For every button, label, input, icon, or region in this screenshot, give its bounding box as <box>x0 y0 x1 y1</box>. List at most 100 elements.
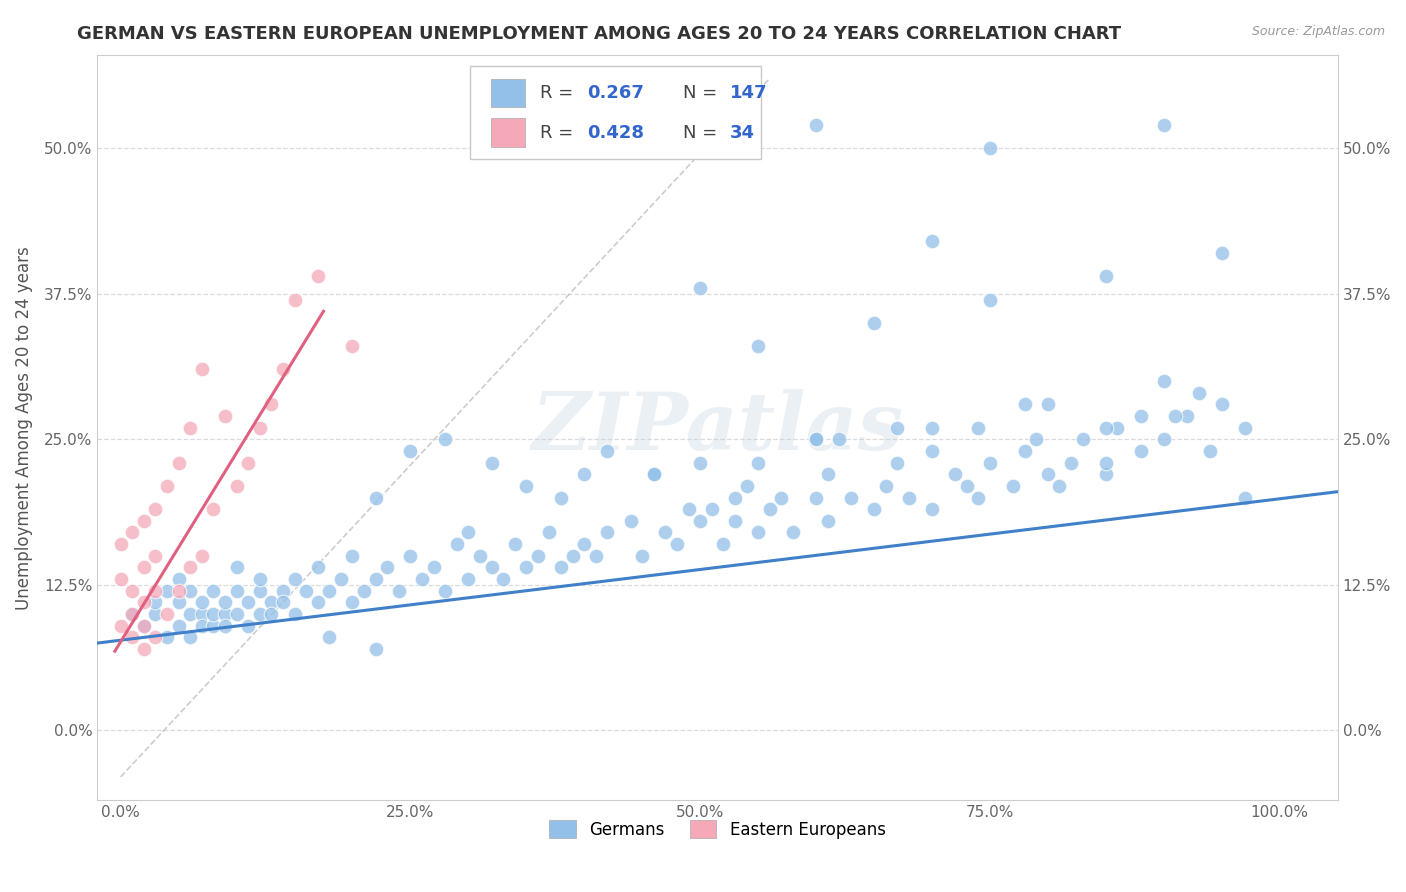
Point <box>121 525 143 540</box>
Point <box>666 537 689 551</box>
Text: GERMAN VS EASTERN EUROPEAN UNEMPLOYMENT AMONG AGES 20 TO 24 YEARS CORRELATION CH: GERMAN VS EASTERN EUROPEAN UNEMPLOYMENT … <box>77 25 1122 43</box>
Point <box>249 420 271 434</box>
Point <box>353 583 375 598</box>
Point <box>179 560 201 574</box>
FancyBboxPatch shape <box>491 79 526 107</box>
FancyBboxPatch shape <box>470 66 761 160</box>
Point <box>897 491 920 505</box>
Point <box>191 607 214 621</box>
Point <box>225 560 247 574</box>
Point <box>828 433 851 447</box>
Point <box>804 433 827 447</box>
Point <box>121 630 143 644</box>
Point <box>574 467 596 482</box>
Point <box>307 269 329 284</box>
Point <box>271 595 294 609</box>
Point <box>804 433 827 447</box>
Point <box>132 618 155 632</box>
Point <box>364 641 387 656</box>
Point <box>342 595 364 609</box>
Point <box>1187 385 1209 400</box>
Point <box>654 525 676 540</box>
Point <box>318 583 340 598</box>
Point <box>167 583 190 598</box>
Point <box>179 583 201 598</box>
Point <box>515 560 537 574</box>
Point <box>110 537 132 551</box>
Point <box>527 549 550 563</box>
Point <box>156 479 179 493</box>
Point <box>214 595 236 609</box>
Point <box>596 444 619 458</box>
Point <box>411 572 433 586</box>
Point <box>283 607 305 621</box>
Point <box>747 339 769 353</box>
Point <box>283 572 305 586</box>
Point <box>1129 444 1152 458</box>
Point <box>214 618 236 632</box>
Point <box>375 560 398 574</box>
Point <box>561 549 583 563</box>
Point <box>191 595 214 609</box>
Point <box>468 549 491 563</box>
Point <box>1095 456 1118 470</box>
Point <box>678 502 700 516</box>
Point <box>758 502 780 516</box>
Point <box>364 491 387 505</box>
Point <box>804 118 827 132</box>
Point <box>249 583 271 598</box>
Point <box>399 549 422 563</box>
Y-axis label: Unemployment Among Ages 20 to 24 years: Unemployment Among Ages 20 to 24 years <box>15 246 32 609</box>
Point <box>1164 409 1187 423</box>
Point <box>585 549 607 563</box>
Point <box>446 537 468 551</box>
Point <box>724 491 747 505</box>
Point <box>191 618 214 632</box>
Point <box>145 502 167 516</box>
Point <box>538 525 561 540</box>
Point <box>689 281 711 295</box>
Point <box>1049 479 1071 493</box>
Point <box>839 491 862 505</box>
Point <box>711 537 734 551</box>
Point <box>1153 374 1175 388</box>
Point <box>260 397 283 411</box>
Point <box>179 630 201 644</box>
Point <box>735 479 758 493</box>
Point <box>214 607 236 621</box>
Point <box>503 537 526 551</box>
Point <box>1025 433 1047 447</box>
Point <box>643 467 665 482</box>
Point <box>921 502 943 516</box>
Point <box>1002 479 1025 493</box>
Point <box>724 514 747 528</box>
Point <box>156 630 179 644</box>
Point <box>307 595 329 609</box>
Point <box>1153 433 1175 447</box>
Text: 0.428: 0.428 <box>588 124 644 142</box>
Text: N =: N = <box>683 84 717 103</box>
Point <box>1060 456 1083 470</box>
Point <box>318 630 340 644</box>
Point <box>817 467 839 482</box>
Point <box>967 420 990 434</box>
Point <box>145 583 167 598</box>
Point <box>225 607 247 621</box>
Point <box>979 456 1001 470</box>
Point <box>110 618 132 632</box>
Text: R =: R = <box>540 124 574 142</box>
Point <box>121 583 143 598</box>
Point <box>1014 444 1036 458</box>
Point <box>747 456 769 470</box>
Point <box>271 583 294 598</box>
Point <box>156 607 179 621</box>
Point <box>179 607 201 621</box>
Text: 0.267: 0.267 <box>588 84 644 103</box>
Point <box>145 607 167 621</box>
Point <box>921 235 943 249</box>
Point <box>747 525 769 540</box>
Point <box>1095 420 1118 434</box>
Point <box>121 607 143 621</box>
Point <box>943 467 966 482</box>
Point <box>689 456 711 470</box>
